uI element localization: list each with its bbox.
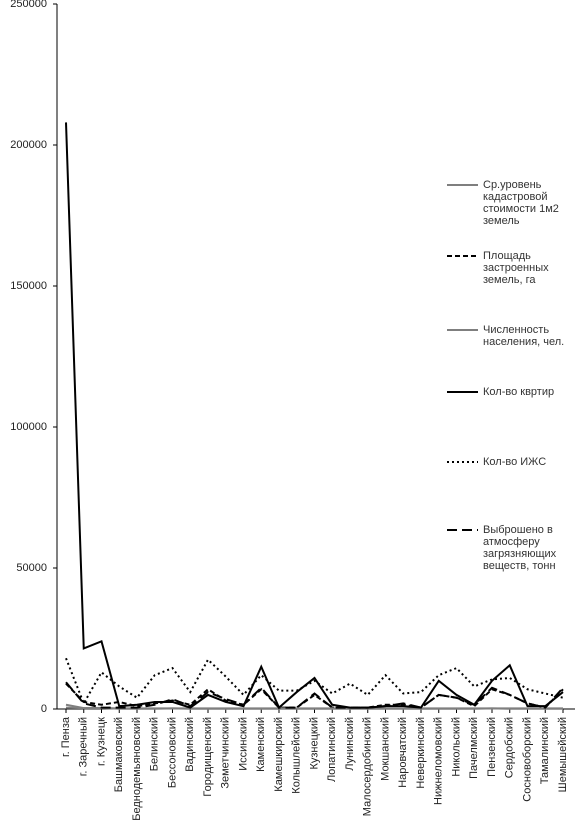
x-tick-label: Каменский — [255, 717, 267, 772]
series-line — [65, 657, 564, 706]
x-tick-label: Малосердобинский — [362, 717, 374, 816]
x-tick-label: Кузнецкий — [308, 717, 320, 770]
x-tick-label: Городищенский — [202, 717, 214, 797]
x-tick-label: Мокшанский — [379, 717, 391, 781]
y-tick-label: 100000 — [10, 421, 47, 433]
legend-label: Площадь застроенных земель, га — [483, 250, 549, 286]
x-tick-label: Тамалинский — [539, 717, 551, 784]
x-tick-label: Башмаковский — [113, 717, 125, 792]
y-tick-label: 50000 — [16, 562, 47, 574]
legend-label: Ср.уровень кадастровой стоимости 1м2 зем… — [483, 179, 559, 227]
x-tick-label: Пачелмский — [468, 717, 480, 779]
x-tick-label: Бессоновский — [166, 717, 178, 788]
x-tick-label: Неверкинский — [415, 717, 427, 789]
y-tick-label: 250000 — [10, 0, 47, 10]
series-line — [65, 122, 564, 710]
x-tick-label: Лунинский — [344, 717, 356, 771]
x-tick-label: г. Пенза — [60, 716, 72, 757]
x-tick-label: Сердобский — [504, 717, 516, 778]
x-tick-label: Иссинский — [237, 717, 249, 771]
series-line — [65, 682, 564, 709]
x-tick-label: г. Заречный — [78, 717, 90, 776]
y-tick-label: 200000 — [10, 139, 47, 151]
x-tick-label: Белинский — [149, 717, 161, 771]
x-tick-label: Вадинский — [184, 717, 196, 772]
y-tick-label: 0 — [41, 703, 47, 715]
series-line — [65, 706, 563, 710]
x-tick-label: Наровчатский — [397, 717, 409, 788]
x-tick-label: г. Кузнецк — [95, 717, 107, 766]
x-tick-label: Шемышейский — [557, 717, 569, 792]
x-tick-label: Сосновоборский — [521, 717, 533, 802]
legend-label: Кол-во квртир — [483, 386, 555, 398]
legend-label: Численность населения, чел. — [483, 324, 565, 348]
x-tick-label: Колышлейский — [291, 717, 303, 794]
x-tick-label: Пензенский — [486, 717, 498, 777]
legend-label: Выброшено в атмосферу загрязняющих вещес… — [483, 524, 557, 572]
x-tick-label: Никольский — [450, 717, 462, 777]
x-tick-label: Камешкирский — [273, 717, 285, 792]
x-tick-label: Беднодемьяновский — [131, 717, 143, 821]
x-tick-label: Лопатинский — [326, 717, 338, 782]
series-line — [65, 681, 564, 709]
x-tick-label: Нижнеломовский — [433, 717, 445, 805]
y-tick-label: 150000 — [10, 280, 47, 292]
x-tick-label: Земетчинский — [220, 717, 232, 789]
legend-label: Кол-во ИЖС — [483, 456, 547, 468]
